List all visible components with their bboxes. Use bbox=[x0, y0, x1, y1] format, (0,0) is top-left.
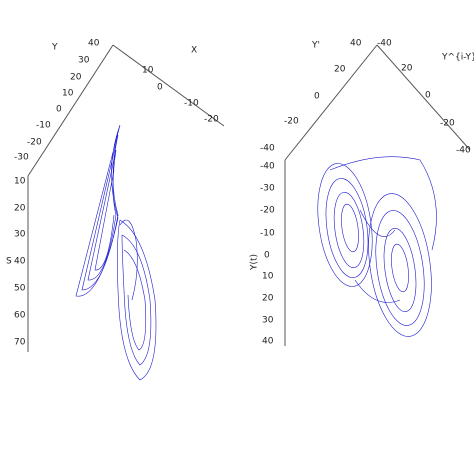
tick-label: -20 bbox=[204, 115, 219, 125]
tick-label: 10 bbox=[142, 66, 154, 76]
tick-label: 10 bbox=[62, 89, 74, 99]
tick-label: 20 bbox=[14, 204, 26, 214]
tick-label: 40 bbox=[14, 257, 26, 267]
axis-line bbox=[112, 44, 225, 127]
right-attractor bbox=[317, 156, 437, 337]
curve bbox=[354, 209, 401, 303]
tick-label: -20 bbox=[27, 138, 42, 148]
tick-label: 20 bbox=[262, 294, 274, 304]
tick-label: 30 bbox=[78, 56, 90, 66]
tick-label: 0 bbox=[264, 251, 270, 261]
tick-label: 60 bbox=[14, 311, 26, 321]
curve bbox=[117, 219, 157, 381]
curve bbox=[333, 192, 365, 268]
tick-label: -20 bbox=[284, 117, 299, 127]
curve bbox=[391, 243, 409, 293]
tick-label: 40 bbox=[262, 337, 274, 347]
curve bbox=[121, 234, 152, 366]
apex-label: -40 bbox=[377, 39, 392, 49]
axis-line bbox=[376, 44, 471, 151]
tick-label: 70 bbox=[14, 338, 26, 348]
tick-label: 0 bbox=[56, 105, 62, 115]
tick-label: -30 bbox=[14, 153, 29, 163]
tick-label: 10 bbox=[262, 272, 274, 282]
axis-label: Y' bbox=[311, 41, 320, 51]
left-attractor bbox=[75, 124, 157, 381]
tick-label: 0 bbox=[157, 83, 163, 93]
curve bbox=[81, 134, 119, 291]
curve bbox=[325, 178, 369, 278]
tick-label: 30 bbox=[262, 316, 274, 326]
tick-label: 0 bbox=[314, 92, 320, 102]
axis-line bbox=[27, 44, 114, 177]
apex-label: 40 bbox=[350, 39, 362, 49]
curve bbox=[341, 203, 359, 253]
tick-label: -40 bbox=[456, 146, 471, 156]
axis-label: Y^{i-Y} bbox=[441, 53, 474, 63]
tick-label: -40 bbox=[260, 162, 275, 172]
curve bbox=[368, 193, 432, 337]
axis-line bbox=[284, 44, 378, 161]
right-axes bbox=[284, 44, 471, 346]
tick-label: 10 bbox=[14, 177, 26, 187]
axis-label: Y bbox=[51, 43, 58, 53]
tick-label: -10 bbox=[36, 121, 51, 131]
curve bbox=[75, 124, 121, 297]
tick-label: -40 bbox=[260, 144, 275, 154]
tick-label: 20 bbox=[70, 73, 82, 83]
curve bbox=[329, 156, 437, 251]
tick-label: 0 bbox=[425, 91, 431, 101]
tick-label: 20 bbox=[334, 65, 346, 75]
tick-label: -10 bbox=[260, 229, 275, 239]
tick-label: 50 bbox=[14, 284, 26, 294]
tick-label: -10 bbox=[184, 99, 199, 109]
curve bbox=[383, 228, 417, 312]
curve bbox=[94, 169, 115, 271]
tick-label: 20 bbox=[401, 64, 413, 74]
curve bbox=[123, 249, 147, 351]
tick-label: -30 bbox=[260, 184, 275, 194]
axis-label: S bbox=[6, 257, 12, 267]
apex-label: 40 bbox=[88, 39, 100, 49]
left-axes bbox=[27, 44, 225, 352]
axis-label: X bbox=[191, 46, 197, 56]
tick-label: -20 bbox=[440, 119, 455, 129]
curve bbox=[375, 210, 425, 326]
curve bbox=[119, 219, 138, 301]
axis-label: Y(t) bbox=[250, 254, 260, 271]
tick-label: 30 bbox=[14, 230, 26, 240]
tick-label: -20 bbox=[260, 206, 275, 216]
